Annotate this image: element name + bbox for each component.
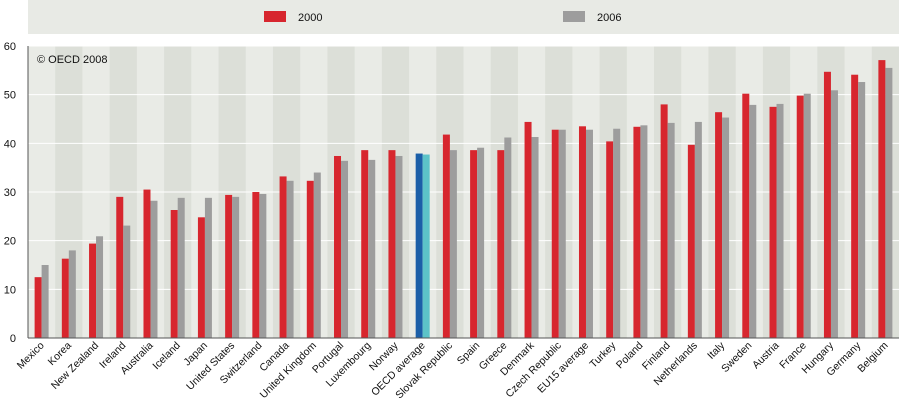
y-tick-label: 40	[4, 138, 16, 150]
bar-2006	[150, 200, 158, 338]
bar-2000	[170, 210, 178, 338]
bar-2000	[497, 150, 505, 338]
bar-2006	[667, 122, 675, 338]
y-tick-label: 0	[10, 333, 16, 345]
copyright-notice: © OECD 2008	[37, 54, 107, 66]
bar-2006	[449, 150, 457, 338]
bar-2006	[422, 154, 430, 338]
legend-swatch-2000	[264, 11, 286, 22]
bar-2000	[61, 258, 69, 338]
bar-2006	[694, 121, 702, 338]
bar-2006	[830, 90, 838, 338]
bar-2000	[361, 150, 369, 338]
y-tick-label: 20	[4, 236, 16, 248]
bar-2006	[558, 129, 566, 338]
bar-2006	[477, 147, 485, 338]
bar-2000	[524, 121, 532, 338]
bar-2006	[204, 197, 212, 338]
bar-2006	[96, 236, 104, 338]
x-tick-label: Belgium	[855, 339, 890, 374]
bar-2000	[823, 71, 831, 338]
y-tick-label: 60	[4, 41, 16, 53]
bar-2006	[259, 193, 267, 338]
legend-band	[28, 0, 899, 34]
bar-2000	[851, 74, 859, 339]
bar-2000	[225, 194, 233, 338]
bar-2006	[232, 196, 240, 338]
x-tick-label: Mexico	[15, 340, 47, 372]
bar-2006	[504, 137, 512, 338]
x-tick-label: Iceland	[150, 340, 183, 373]
bar-2000	[769, 106, 777, 338]
bar-2000	[660, 104, 668, 339]
bar-2000	[197, 217, 205, 338]
x-tick-label: Austria	[750, 340, 782, 372]
bar-2000	[306, 180, 314, 338]
bar-2000	[715, 112, 723, 338]
bar-2006	[395, 155, 403, 338]
bar-2000	[578, 126, 586, 338]
bar-2006	[858, 82, 866, 338]
bar-2006	[749, 104, 757, 339]
x-tick-label: Turkey	[587, 339, 618, 370]
bar-2000	[89, 243, 97, 338]
bar-2000	[687, 144, 695, 338]
bar-2000	[742, 93, 750, 339]
bar-2006	[722, 117, 730, 338]
bar-2006	[177, 197, 185, 338]
bar-2000	[470, 150, 478, 338]
bar-2000	[633, 126, 641, 338]
legend-swatch-2006	[563, 11, 585, 22]
bar-2000	[143, 189, 151, 338]
bar-2000	[388, 150, 396, 338]
bar-2000	[34, 277, 42, 338]
y-tick-label: 10	[4, 284, 16, 296]
bar-2006	[68, 250, 76, 338]
bar-2000	[442, 134, 450, 338]
bar-2006	[313, 172, 321, 338]
legend-label-2006: 2006	[597, 12, 621, 24]
bar-2006	[885, 67, 893, 339]
bar-2006	[41, 265, 49, 338]
bar-2000	[606, 141, 614, 338]
bar-2006	[286, 180, 294, 338]
bar-2000	[415, 153, 423, 338]
legend-label-2000: 2000	[298, 12, 322, 24]
bar-2000	[878, 60, 886, 338]
x-tick-label: Poland	[614, 340, 646, 372]
bar-2006	[531, 137, 539, 338]
bar-2000	[252, 192, 260, 338]
bar-2006	[341, 160, 349, 338]
bar-2006	[585, 129, 593, 338]
bar-2006	[123, 225, 131, 338]
bar-2000	[334, 155, 342, 338]
bar-2006	[640, 125, 648, 339]
bar-2000	[279, 176, 287, 338]
bar-2000	[116, 196, 124, 338]
bar-2006	[776, 103, 784, 338]
bar-2006	[368, 159, 376, 338]
y-tick-label: 50	[4, 90, 16, 102]
bar-2006	[613, 128, 621, 338]
x-tick-label: Italy	[705, 339, 728, 362]
bar-2000	[796, 95, 804, 338]
bar-2000	[551, 129, 559, 338]
x-tick-label: Sweden	[719, 340, 754, 375]
y-tick-label: 30	[4, 187, 16, 199]
bar-2006	[803, 93, 811, 339]
